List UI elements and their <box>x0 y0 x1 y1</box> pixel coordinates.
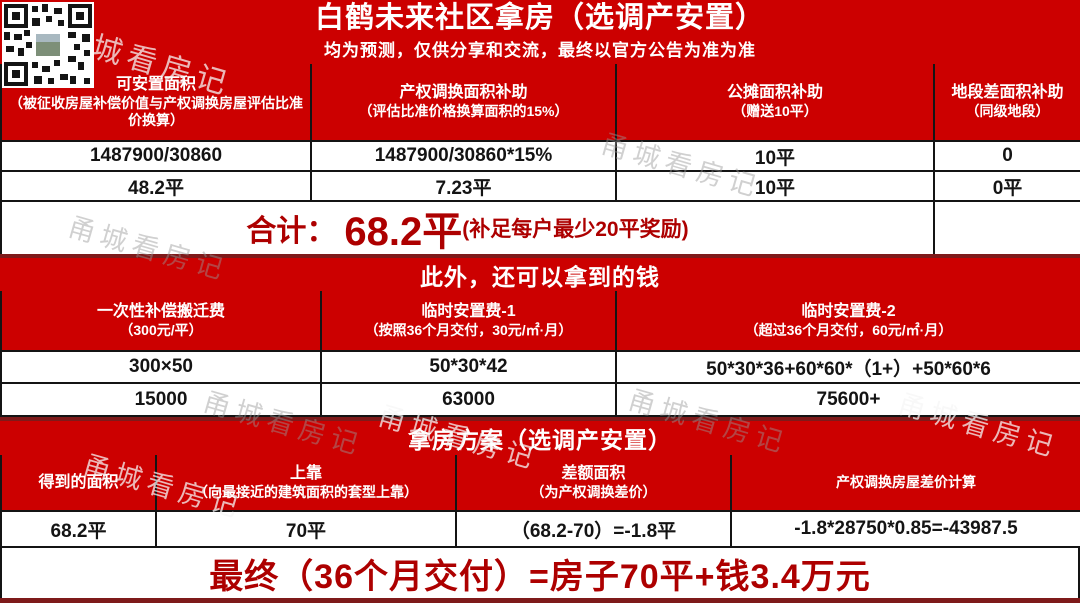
money-table-header-2: 临时安置费-1 （按照36个月交付，30元/㎡·月） <box>322 291 617 352</box>
area-table: 可安置面积 （被征收房屋补偿价值与产权调换房屋评估比准价换算） 产权调换面积补助… <box>0 64 1080 254</box>
header-title: 公摊面积补助 <box>726 84 823 102</box>
table-cell: 10平 <box>617 172 935 202</box>
plan-table-header-4: 产权调换房屋差价计算 <box>732 455 1080 512</box>
final-conclusion: 最终（36个月交付）=房子70平+钱3.4万元 <box>0 548 1080 598</box>
table-cell: （68.2-70）=-1.8平 <box>457 512 732 548</box>
header-title: 地段差面积补助 <box>951 84 1064 102</box>
qr-code-icon <box>2 2 94 88</box>
table-cell: 0 <box>935 142 1080 172</box>
section-divider <box>0 417 1080 421</box>
header-title: 临时安置费-1 <box>421 302 516 320</box>
header-title: 产权调换房屋差价计算 <box>836 473 976 490</box>
table-cell: 10平 <box>617 142 935 172</box>
table-cell: 50*30*36+60*60*（1+）+50*60*6 <box>617 352 1080 384</box>
table-cell: 1487900/30860 <box>2 142 312 172</box>
header-note: （为产权调换差价） <box>530 483 657 500</box>
bottom-divider <box>0 598 1080 603</box>
plan-table-header-1: 得到的面积 <box>2 455 157 512</box>
page-subtitle: 均为预测，仅供分享和交流，最终以官方公告为准为准 <box>324 41 756 61</box>
total-row: 合计： 68.2平 (补足每户最少20平奖励) <box>2 202 935 254</box>
table-cell: 75600+ <box>617 384 1080 417</box>
header-note: （超过36个月交付，60元/㎡·月） <box>744 321 953 338</box>
header-note: （300元/平） <box>119 321 203 338</box>
total-note: (补足每户最少20平奖励) <box>462 218 689 241</box>
header-title: 上靠 <box>289 464 322 482</box>
table-cell: 7.23平 <box>312 172 617 202</box>
table-cell: 63000 <box>322 384 617 417</box>
table-cell: 0平 <box>935 172 1080 202</box>
area-table-header-2: 产权调换面积补助 （评估比准价格换算面积的15%） <box>312 64 617 142</box>
money-table: 一次性补偿搬迁费 （300元/平） 临时安置费-1 （按照36个月交付，30元/… <box>0 291 1080 417</box>
table-cell: 1487900/30860*15% <box>312 142 617 172</box>
page-title: 白鹤未来社区拿房（选调产安置） <box>314 1 765 34</box>
total-value: 68.2平 <box>344 210 463 254</box>
header-note: （赠送10平） <box>732 103 818 120</box>
table-cell: 15000 <box>2 384 322 417</box>
housing-plan-banner: 拿房方案（选调产安置） <box>0 421 1080 455</box>
plan-table: 得到的面积 上靠 （向最接近的建筑面积的套型上靠） 差额面积 （为产权调换差价）… <box>0 455 1080 548</box>
table-cell: -1.8*28750*0.85=-43987.5 <box>732 512 1080 548</box>
header-title: 可安置面积 <box>115 75 196 93</box>
section-divider <box>0 254 1080 258</box>
header-title: 临时安置费-2 <box>801 302 896 320</box>
extra-money-banner: 此外，还可以拿到的钱 <box>0 258 1080 291</box>
qr-code-pattern <box>2 2 94 88</box>
plan-table-header-3: 差额面积 （为产权调换差价） <box>457 455 732 512</box>
header-title: 产权调换面积补助 <box>399 84 528 102</box>
area-table-header-4: 地段差面积补助 （同级地段） <box>935 64 1080 142</box>
money-table-header-3: 临时安置费-2 （超过36个月交付，60元/㎡·月） <box>617 291 1080 352</box>
total-row-empty-cell <box>935 202 1080 254</box>
header-title: 得到的面积 <box>38 473 119 491</box>
header-title: 差额面积 <box>561 464 626 482</box>
table-cell: 68.2平 <box>2 512 157 548</box>
table-cell: 300×50 <box>2 352 322 384</box>
header-banner: 白鹤未来社区拿房（选调产安置） 均为预测，仅供分享和交流，最终以官方公告为准为准 <box>0 0 1080 64</box>
money-table-header-1: 一次性补偿搬迁费 （300元/平） <box>2 291 322 352</box>
plan-table-header-2: 上靠 （向最接近的建筑面积的套型上靠） <box>157 455 457 512</box>
header-note: （被征收房屋补偿价值与产权调换房屋评估比准价换算） <box>9 94 303 129</box>
table-cell: 70平 <box>157 512 457 548</box>
header-note: （同级地段） <box>965 103 1050 120</box>
table-cell: 48.2平 <box>2 172 312 202</box>
header-note: （向最接近的建筑面积的套型上靠） <box>194 483 418 500</box>
area-table-header-3: 公摊面积补助 （赠送10平） <box>617 64 935 142</box>
header-note: （按照36个月交付，30元/㎡·月） <box>364 321 573 338</box>
header-title: 一次性补偿搬迁费 <box>96 302 225 320</box>
table-cell: 50*30*42 <box>322 352 617 384</box>
total-label: 合计： <box>246 215 337 248</box>
header-note: （评估比准价格换算面积的15%） <box>358 103 569 120</box>
